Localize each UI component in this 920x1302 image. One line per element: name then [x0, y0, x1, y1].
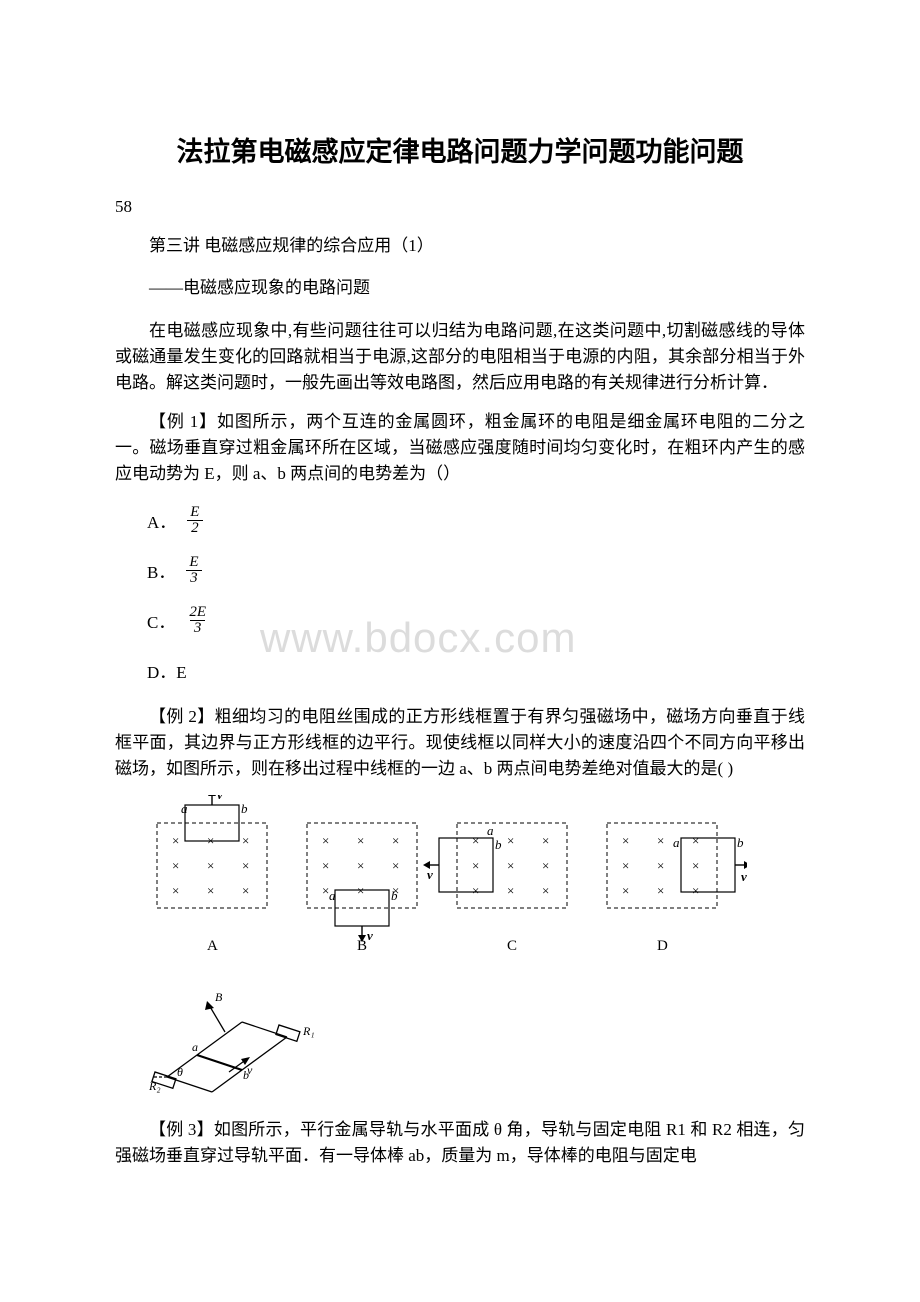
svg-text:v: v: [367, 928, 373, 943]
svg-text:v: v: [247, 1063, 253, 1077]
svg-text:×: ×: [507, 883, 514, 898]
svg-text:×: ×: [392, 858, 399, 873]
option-a: A． E 2: [147, 500, 805, 542]
svg-text:×: ×: [207, 883, 214, 898]
svg-text:×: ×: [472, 833, 479, 848]
svg-text:×: ×: [542, 858, 549, 873]
svg-text:×: ×: [622, 833, 629, 848]
svg-text:×: ×: [472, 858, 479, 873]
fraction-icon: 2E 3: [185, 605, 210, 638]
subtitle-2: ——电磁感应现象的电路问题: [115, 275, 805, 301]
svg-text:b: b: [241, 801, 248, 816]
svg-text:×: ×: [322, 858, 329, 873]
fraction-denominator: 2: [187, 520, 203, 537]
svg-text:×: ×: [322, 833, 329, 848]
svg-text:×: ×: [357, 833, 364, 848]
fraction-numerator: 2E: [185, 605, 210, 621]
svg-text:a: a: [487, 823, 494, 838]
svg-text:×: ×: [242, 883, 249, 898]
svg-text:×: ×: [507, 858, 514, 873]
svg-text:×: ×: [657, 883, 664, 898]
option-a-letter: A．: [147, 508, 176, 533]
svg-text:R₁: R₁: [302, 1024, 315, 1038]
example-1-text: 【例 1】如图所示，两个互连的金属圆环，粗金属环的电阻是细金属环电阻的二分之一。…: [115, 409, 805, 488]
svg-text:×: ×: [542, 883, 549, 898]
svg-text:b: b: [737, 835, 744, 850]
svg-text:A: A: [207, 938, 218, 954]
option-c-letter: C．: [147, 608, 175, 633]
svg-text:×: ×: [622, 858, 629, 873]
page-number: 58: [115, 197, 805, 217]
fraction-numerator: E: [186, 505, 203, 521]
option-b: B． E 3: [147, 550, 805, 592]
svg-text:C: C: [507, 938, 517, 954]
fraction-denominator: 3: [190, 620, 206, 637]
svg-text:×: ×: [692, 858, 699, 873]
svg-text:a: a: [192, 1040, 198, 1054]
svg-text:θ: θ: [177, 1065, 183, 1079]
fraction-denominator: 3: [186, 570, 202, 587]
fraction-numerator: E: [185, 555, 202, 571]
svg-text:a: a: [673, 835, 680, 850]
example-2-figure: × × × × × × × × × a b v A: [147, 795, 805, 965]
svg-text:×: ×: [542, 833, 549, 848]
option-d: D．E: [147, 650, 805, 692]
option-d-letter: D．E: [147, 658, 187, 683]
svg-text:a: a: [329, 888, 336, 903]
svg-text:a: a: [181, 801, 188, 816]
example-2-text: 【例 2】粗细均习的电阻丝围成的正方形线框置于有界匀强磁场中，磁场方向垂直于线框…: [115, 704, 805, 783]
example-1-options: A． E 2 B． E 3 C． 2E 3 D．E: [115, 500, 805, 692]
svg-text:×: ×: [622, 883, 629, 898]
option-c: C． 2E 3: [147, 600, 805, 642]
svg-text:v: v: [741, 869, 747, 884]
svg-text:×: ×: [392, 833, 399, 848]
fraction-icon: E 2: [186, 505, 203, 538]
example-3-text: 【例 3】如图所示，平行金属导轨与水平面成 θ 角，导轨与固定电阻 R1 和 R…: [115, 1117, 805, 1170]
subtitle-1: 第三讲 电磁感应规律的综合应用（1）: [115, 233, 805, 259]
svg-text:×: ×: [207, 858, 214, 873]
svg-text:×: ×: [657, 858, 664, 873]
svg-text:R₂: R₂: [148, 1079, 161, 1093]
svg-text:×: ×: [357, 858, 364, 873]
svg-text:×: ×: [242, 833, 249, 848]
svg-text:×: ×: [657, 833, 664, 848]
svg-text:×: ×: [172, 858, 179, 873]
option-b-letter: B．: [147, 558, 175, 583]
svg-text:×: ×: [692, 833, 699, 848]
svg-text:×: ×: [172, 833, 179, 848]
svg-text:D: D: [657, 938, 668, 954]
svg-text:×: ×: [172, 883, 179, 898]
svg-text:b: b: [495, 837, 502, 852]
document-title: 法拉第电磁感应定律电路问题力学问题功能问题: [115, 130, 805, 169]
svg-text:×: ×: [692, 883, 699, 898]
svg-text:B: B: [357, 938, 367, 954]
svg-text:×: ×: [242, 858, 249, 873]
svg-text:v: v: [427, 867, 433, 882]
example-3-figure: B a b v R₁ R₂ θ: [147, 977, 805, 1107]
svg-text:v: v: [217, 795, 223, 802]
svg-text:B: B: [215, 990, 223, 1004]
svg-text:×: ×: [472, 883, 479, 898]
svg-text:b: b: [391, 888, 398, 903]
intro-paragraph: 在电磁感应现象中,有些问题往往可以归结为电路问题,在这类问题中,切割磁感线的导体…: [115, 318, 805, 397]
svg-text:×: ×: [507, 833, 514, 848]
fraction-icon: E 3: [185, 555, 202, 588]
